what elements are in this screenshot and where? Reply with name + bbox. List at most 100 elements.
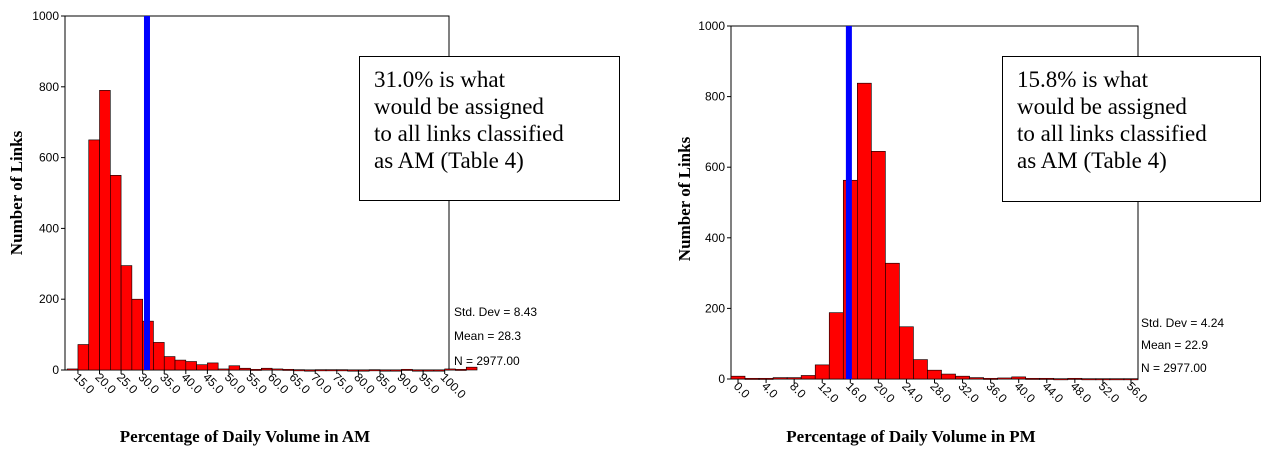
callout-line: to all links classified xyxy=(1017,121,1207,146)
histogram-bar xyxy=(927,369,942,380)
x-tick-label: 70.0 xyxy=(308,370,335,397)
x-tick-label: 25.0 xyxy=(114,370,141,397)
histogram-bar xyxy=(1011,376,1027,380)
x-tick-label: 90.0 xyxy=(394,370,421,397)
x-tick-label: 20.0 xyxy=(871,379,898,406)
x-tick-label: 12.0 xyxy=(815,379,842,406)
histogram-bar xyxy=(772,377,788,380)
histogram-bar xyxy=(814,364,830,380)
x-tick-label: 30.0 xyxy=(136,370,163,397)
histogram-bar xyxy=(207,362,219,371)
histogram-bar xyxy=(228,365,241,371)
x-tick-label: 60.0 xyxy=(265,370,292,397)
histogram-bar xyxy=(444,368,456,371)
histogram-bar xyxy=(955,375,970,380)
histogram-bar xyxy=(282,368,294,371)
histogram-bar xyxy=(88,139,100,371)
reference-line xyxy=(143,16,150,370)
histogram-bar xyxy=(1053,378,1069,381)
mean-label: Mean = 28.3 xyxy=(454,329,521,343)
histogram-bar xyxy=(871,151,886,380)
std-dev-label: Std. Dev = 4.24 xyxy=(1141,316,1224,330)
x-tick-label: 4.0 xyxy=(759,379,781,401)
x-tick-label: 32.0 xyxy=(955,379,982,406)
y-tick-label: 600 xyxy=(39,151,59,165)
n-label: N = 2977.00 xyxy=(1141,361,1207,375)
annotation-callout: 15.8% is what would be assigned to all l… xyxy=(1002,56,1261,202)
y-tick-label: 200 xyxy=(705,301,725,315)
histogram-bar xyxy=(153,342,165,371)
histogram-bar xyxy=(110,175,122,371)
x-tick-label: 50.0 xyxy=(222,370,249,397)
y-tick-label: 400 xyxy=(705,231,725,245)
histogram-bar xyxy=(885,262,900,380)
histogram-bar xyxy=(120,265,133,371)
histogram-bar xyxy=(304,369,316,372)
y-tick-label: 800 xyxy=(39,80,59,94)
histogram-bar xyxy=(99,90,111,371)
histogram-bar xyxy=(730,375,746,380)
x-axis-label: Percentage of Daily Volume in PM xyxy=(786,427,1035,446)
callout-line: 31.0% is what xyxy=(374,67,505,92)
histogram-bar xyxy=(77,344,90,371)
histogram-bar xyxy=(261,367,273,371)
histogram-bar xyxy=(347,369,359,372)
histogram-bar xyxy=(857,82,872,380)
x-tick-label: 40.0 xyxy=(179,370,206,397)
x-tick-label: 65.0 xyxy=(287,370,314,397)
x-tick-label: 44.0 xyxy=(1040,379,1067,406)
histogram-bar xyxy=(899,326,914,380)
x-tick-label: 52.0 xyxy=(1096,379,1123,406)
callout-line: 15.8% is what xyxy=(1017,67,1148,92)
histogram-bar xyxy=(455,368,467,371)
y-axis-label: Number of Links xyxy=(675,136,694,261)
histogram-bar xyxy=(941,373,956,380)
histogram-bar xyxy=(185,361,197,371)
reference-line xyxy=(845,26,852,379)
x-tick-label: 20.0 xyxy=(92,370,119,397)
histogram-bar xyxy=(800,375,816,380)
y-tick-label: 0 xyxy=(52,363,59,377)
mean-label: Mean = 22.9 xyxy=(1141,338,1208,352)
histogram-bar xyxy=(368,369,381,372)
histogram-bar xyxy=(196,364,208,371)
y-tick-label: 800 xyxy=(705,90,725,104)
histogram-bar xyxy=(390,369,402,372)
histogram-bar xyxy=(325,369,338,372)
callout-line: as AM (Table 4) xyxy=(374,148,524,173)
histogram-bar xyxy=(217,368,230,371)
histogram-bar xyxy=(913,359,928,380)
x-tick-label: 15.0 xyxy=(71,370,98,397)
histogram-bar xyxy=(997,377,1012,380)
histogram-bar xyxy=(744,377,760,380)
histogram-bar xyxy=(1025,377,1041,380)
histogram-bar xyxy=(66,368,79,371)
x-tick-label: 55.0 xyxy=(243,370,270,397)
callout-line: would be assigned xyxy=(374,94,544,119)
callout-line: would be assigned xyxy=(1017,94,1187,119)
x-tick-label: 56.0 xyxy=(1124,379,1151,406)
annotation-callout: 31.0% is what would be assigned to all l… xyxy=(359,56,620,201)
histogram-bar xyxy=(174,359,187,371)
x-axis-label: Percentage of Daily Volume in AM xyxy=(120,427,370,446)
std-dev-label: Std. Dev = 8.43 xyxy=(454,305,537,319)
x-tick-label: 16.0 xyxy=(843,379,870,406)
y-tick-label: 1000 xyxy=(32,9,59,23)
x-tick-label: 8.0 xyxy=(787,379,809,401)
histogram-bar xyxy=(163,356,176,371)
histogram-bar xyxy=(828,312,844,380)
histogram-bar xyxy=(969,377,984,380)
x-tick-label: 85.0 xyxy=(373,370,400,397)
histogram-bar xyxy=(1081,378,1097,381)
x-tick-label: 45.0 xyxy=(200,370,227,397)
pm-histogram-panel: 0 200 400 600 800 1000 0.0 4.0 8.0 12.0 16.0 20.0 2… xyxy=(636,0,1272,451)
callout-line: to all links classified xyxy=(374,121,564,146)
y-tick-label: 1000 xyxy=(698,19,725,33)
y-tick-label: 0 xyxy=(718,372,725,386)
histogram-bar xyxy=(433,369,445,372)
histogram-bar xyxy=(786,377,802,380)
histogram-bar xyxy=(465,366,478,371)
histogram-bar xyxy=(131,298,143,371)
x-tick-label: 40.0 xyxy=(1012,379,1039,406)
y-axis-label: Number of Links xyxy=(7,130,26,255)
